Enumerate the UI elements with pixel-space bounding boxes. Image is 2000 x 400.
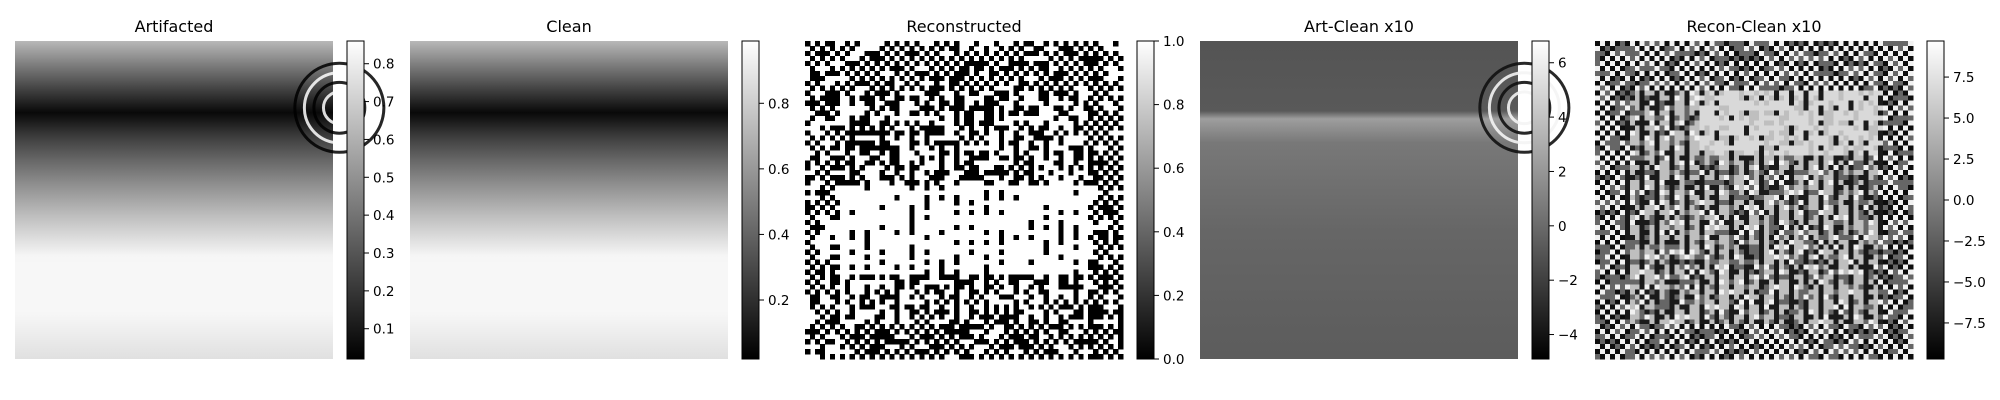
heatmap-image [805,41,1124,360]
colorbar-tick-label: 1.0 [1163,34,1184,50]
colorbar-tick-label: 6 [1558,56,1567,72]
colorbar-tick-label: 7.5 [1953,70,1974,86]
colorbar-tick-label: 0 [1558,219,1567,235]
colorbar-tick-label: 0.8 [373,57,394,73]
heatmap-image [1595,41,1914,360]
heatmap-image [15,41,333,359]
colorbar-tick-label: 0.5 [373,170,394,186]
panel: Reconstructed 0.0 0.2 0.4 0.6 0.8 1.0 [805,17,1184,368]
panel-title: Recon-Clean x10 [1686,17,1821,36]
colorbar-tick-label: 0.0 [1163,352,1184,368]
panel: Art-Clean x10 −4 −2 0 2 4 6 [1200,17,1578,360]
colorbar-tick-label: 0.3 [373,246,394,262]
artifact-ring [1487,71,1561,145]
panel: Recon-Clean x10 −7.5 −5.0 −2.5 0.0 2.5 5.0 7.5 [1595,17,1986,360]
panel: Artifacted 0.1 0.2 0.3 0.4 0.5 0.6 0.7 0.8 [15,17,394,360]
artifact-ring [1497,80,1552,135]
heatmap-image [410,41,728,359]
colorbar-tick-label: 0.1 [373,322,394,338]
colorbar-tick-label: 0.4 [373,208,394,224]
colorbar-tick-label: 5.0 [1953,111,1974,127]
artifact-ring [302,71,376,145]
artifact-ring [312,80,367,135]
colorbar-tick-label: 2 [1558,164,1567,180]
colorbar-tick-label: 4 [1558,110,1567,126]
panel-title: Reconstructed [906,17,1021,36]
panel-title: Art-Clean x10 [1304,17,1414,36]
colorbar-tick-label: 0.2 [768,293,789,309]
colorbar-tick-label: −2 [1558,273,1578,289]
panel-title: Clean [546,17,591,36]
colorbar [346,40,365,360]
colorbar-tick-label: 0.2 [1163,288,1184,304]
colorbar [1136,40,1155,360]
colorbar-tick-label: −4 [1558,328,1578,344]
panel: Clean 0.2 0.4 0.6 0.8 [410,17,789,360]
colorbar [741,40,760,360]
panels: Artifacted 0.1 0.2 0.3 0.4 0.5 0.6 0.7 0.8 Clean 0… [15,17,1986,368]
heatmap-image [1200,41,1518,359]
colorbar-tick-label: 0.6 [768,162,789,178]
colorbar-tick-label: 0.6 [373,132,394,148]
colorbar-tick-label: 0.4 [768,227,789,243]
colorbar-tick-label: 0.2 [373,284,394,300]
colorbar-tick-label: 0.4 [1163,225,1184,241]
panel-title: Artifacted [135,17,214,36]
colorbar-tick-label: −2.5 [1953,234,1986,250]
artifact-ring [293,61,386,154]
colorbar-tick-label: 0.6 [1163,161,1184,177]
colorbar-tick-label: 2.5 [1953,152,1974,168]
artifact-ring [1478,61,1571,154]
colorbar-tick-label: −7.5 [1953,316,1986,332]
colorbar-tick-label: 0.8 [768,96,789,112]
colorbar [1926,40,1945,360]
colorbar-tick-label: 0.7 [373,95,394,111]
colorbar-tick-label: 0.0 [1953,193,1974,209]
colorbar [1531,40,1550,360]
colorbar-tick-label: 0.8 [1163,98,1184,114]
colorbar-tick-label: −5.0 [1953,275,1986,291]
